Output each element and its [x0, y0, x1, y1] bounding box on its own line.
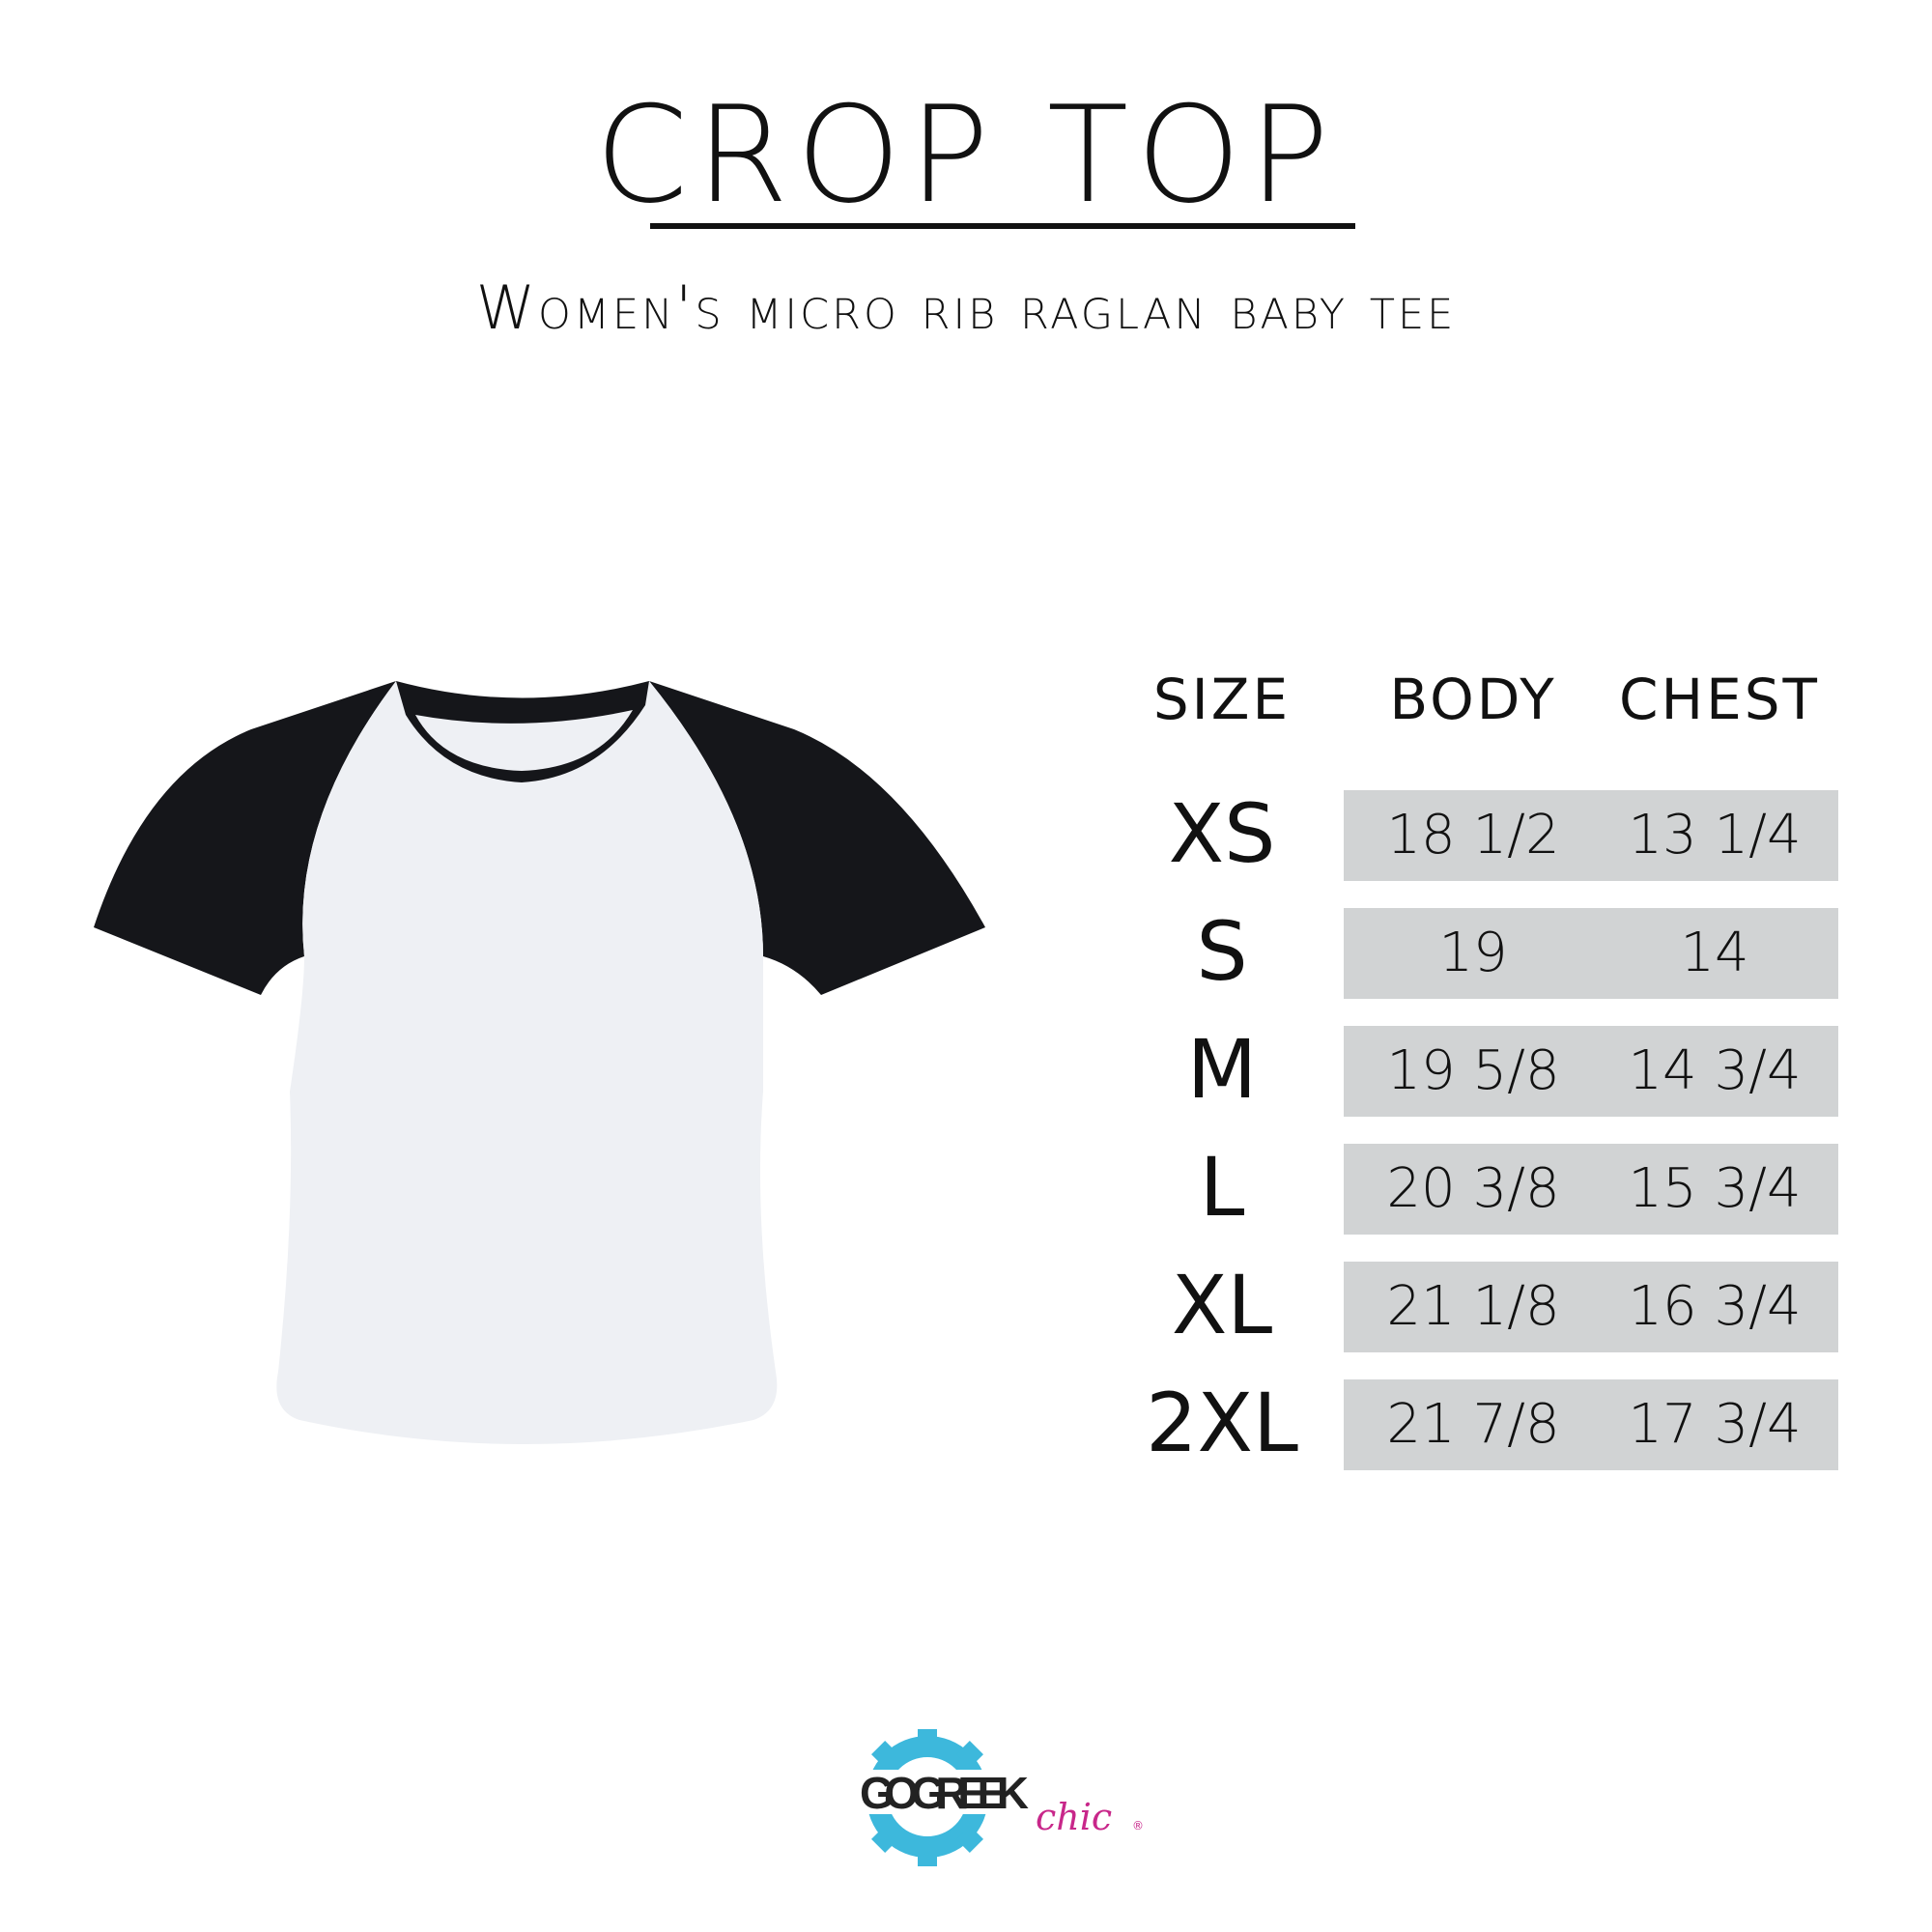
logo-script: chic: [1036, 1796, 1112, 1838]
shirt-body: [276, 681, 778, 1444]
right-sleeve: [649, 681, 985, 995]
chest-value: 15 3/4: [1628, 1157, 1802, 1220]
left-sleeve: [94, 681, 396, 995]
table-row: 19 14: [1344, 908, 1838, 999]
table-row: 21 7/8 17 3/4: [1344, 1379, 1838, 1470]
title-underline: [650, 223, 1355, 229]
chest-value: 17 3/4: [1628, 1393, 1802, 1456]
size-label: L: [1199, 1140, 1245, 1235]
go-greek-chic-logo: GO GREEK chic ®: [858, 1729, 1144, 1866]
header-size: SIZE: [1152, 667, 1292, 732]
table-row: 20 3/8 15 3/4: [1344, 1144, 1838, 1235]
size-label: M: [1186, 1022, 1258, 1117]
crop-top-image: [94, 681, 985, 1444]
body-value: 18 1/2: [1386, 804, 1560, 867]
body-value: 21 1/8: [1386, 1275, 1560, 1338]
chest-value: 14: [1680, 922, 1749, 984]
page-subtitle: Women's micro rib raglan baby tee: [475, 272, 1457, 343]
size-label: 2XL: [1146, 1376, 1298, 1470]
body-value: 21 7/8: [1386, 1393, 1560, 1456]
size-label: XS: [1168, 786, 1276, 881]
chest-value: 16 3/4: [1628, 1275, 1802, 1338]
body-value: 20 3/8: [1386, 1157, 1560, 1220]
logo-text: GO GREEK: [860, 1768, 1029, 1818]
body-value: 19: [1438, 922, 1508, 984]
table-row: 19 5/8 14 3/4: [1344, 1026, 1838, 1117]
header-body: BODY: [1389, 667, 1557, 732]
registered-mark: ®: [1132, 1819, 1144, 1833]
chest-value: 14 3/4: [1628, 1039, 1802, 1102]
table-row: 18 1/2 13 1/4: [1344, 790, 1838, 881]
header-chest: CHEST: [1618, 667, 1820, 732]
page-title: CROP TOP: [594, 77, 1338, 233]
size-label: S: [1196, 904, 1248, 999]
chest-value: 13 1/4: [1628, 804, 1802, 867]
table-row: 21 1/8 16 3/4: [1344, 1262, 1838, 1352]
size-label: XL: [1171, 1258, 1273, 1352]
body-value: 19 5/8: [1386, 1039, 1560, 1102]
